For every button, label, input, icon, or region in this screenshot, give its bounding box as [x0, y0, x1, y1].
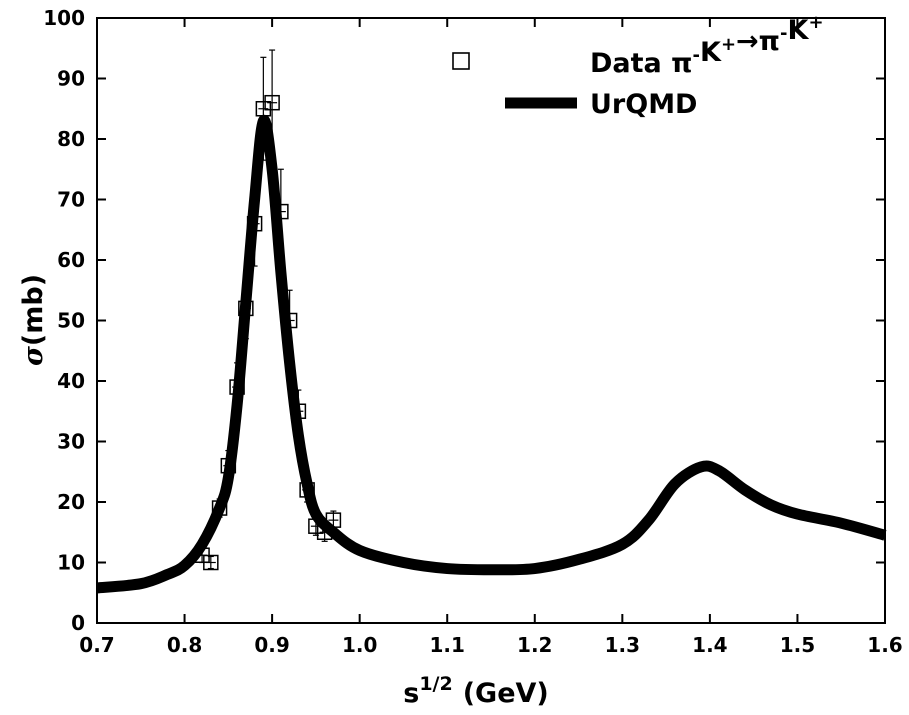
square-marker — [255, 101, 272, 117]
legend-label-data: Data π-K+→π-K+ — [590, 12, 824, 79]
square-marker — [316, 524, 333, 540]
legend-reaction-part: π — [671, 48, 692, 79]
data-point — [203, 554, 219, 571]
x-tick-label: 1.6 — [867, 633, 902, 657]
legend-reaction-sup: - — [780, 23, 787, 44]
x-axis-ticks: 0.7 0.8 0.9 1.0 1.1 1.2 1.3 1.4 1.5 1.6 — [79, 18, 903, 657]
x-tick-label: 1.4 — [692, 633, 727, 657]
y-tick-label: 80 — [57, 127, 85, 151]
square-marker — [264, 94, 280, 111]
y-axis-label-unit: (mb) — [18, 274, 49, 346]
legend: Data π-K+→π-K+UrQMD — [452, 12, 824, 120]
y-tick-label: 40 — [57, 369, 85, 393]
data-point — [229, 362, 245, 412]
y-tick-label: 30 — [57, 430, 85, 454]
legend-reaction-part: K — [700, 37, 722, 68]
legend-label-data-main: Data — [590, 48, 671, 79]
y-tick-label: 70 — [57, 188, 85, 212]
x-tick-label: 0.8 — [167, 633, 202, 657]
data-point — [308, 516, 324, 536]
square-marker — [238, 300, 254, 317]
x-tick-label: 1.0 — [342, 633, 377, 657]
data-point — [238, 277, 254, 340]
data-point — [273, 168, 289, 255]
x-axis-label: s1/2 (GeV) — [403, 673, 549, 709]
x-axis-label-base: s — [403, 678, 419, 709]
square-marker — [229, 379, 245, 395]
square-marker — [246, 215, 263, 232]
legend-label-urqmd: UrQMD — [590, 89, 697, 120]
y-tick-label: 50 — [57, 309, 85, 333]
data-point — [220, 449, 237, 482]
legend-reaction-sup: - — [693, 45, 700, 66]
y-tick-label: 10 — [57, 551, 85, 575]
data-points-layer — [194, 49, 342, 571]
y-tick-label: 0 — [71, 611, 85, 635]
legend-square-marker — [452, 52, 470, 70]
x-tick-label: 1.5 — [780, 633, 815, 657]
x-tick-label: 1.1 — [430, 633, 465, 657]
data-point — [290, 389, 307, 434]
x-axis-label-sup: 1/2 — [419, 673, 452, 695]
y-tick-label: 100 — [43, 6, 85, 30]
legend-reaction-sup: + — [721, 34, 736, 55]
square-marker — [273, 203, 289, 220]
y-axis-label: σ(mb) — [18, 274, 49, 366]
data-point — [325, 510, 342, 530]
x-tick-label: 0.9 — [254, 633, 289, 657]
plot-border — [96, 17, 886, 624]
data-point — [316, 522, 333, 542]
x-tick-label: 0.7 — [79, 633, 114, 657]
square-marker — [211, 500, 228, 516]
y-axis-ticks: 0 10 20 30 40 50 60 70 80 90 100 — [43, 6, 885, 635]
legend-reaction-part: →π — [736, 26, 780, 57]
x-tick-label: 1.2 — [517, 633, 552, 657]
data-point — [281, 289, 298, 352]
y-axis-label-symbol: σ — [18, 346, 49, 366]
square-marker — [308, 518, 324, 534]
data-point — [255, 56, 272, 161]
data-point — [211, 498, 228, 518]
data-point — [246, 180, 263, 267]
square-marker — [290, 403, 307, 419]
square-marker — [220, 457, 237, 474]
x-tick-label: 1.3 — [605, 633, 640, 657]
square-marker — [281, 312, 298, 329]
legend-reaction-sup: + — [808, 12, 823, 33]
square-marker — [299, 482, 315, 498]
y-tick-label: 90 — [57, 67, 85, 91]
urqmd-curve — [96, 114, 887, 594]
square-marker — [325, 512, 342, 528]
y-tick-label: 20 — [57, 490, 85, 514]
legend-reaction-part: K — [788, 15, 810, 46]
data-point — [264, 49, 280, 156]
plot-frame — [96, 17, 886, 624]
square-marker — [203, 554, 219, 571]
data-point — [299, 477, 315, 503]
y-tick-label: 60 — [57, 248, 85, 272]
urqmd-curve-layer — [96, 114, 887, 594]
x-axis-label-unit: (GeV) — [463, 678, 549, 709]
